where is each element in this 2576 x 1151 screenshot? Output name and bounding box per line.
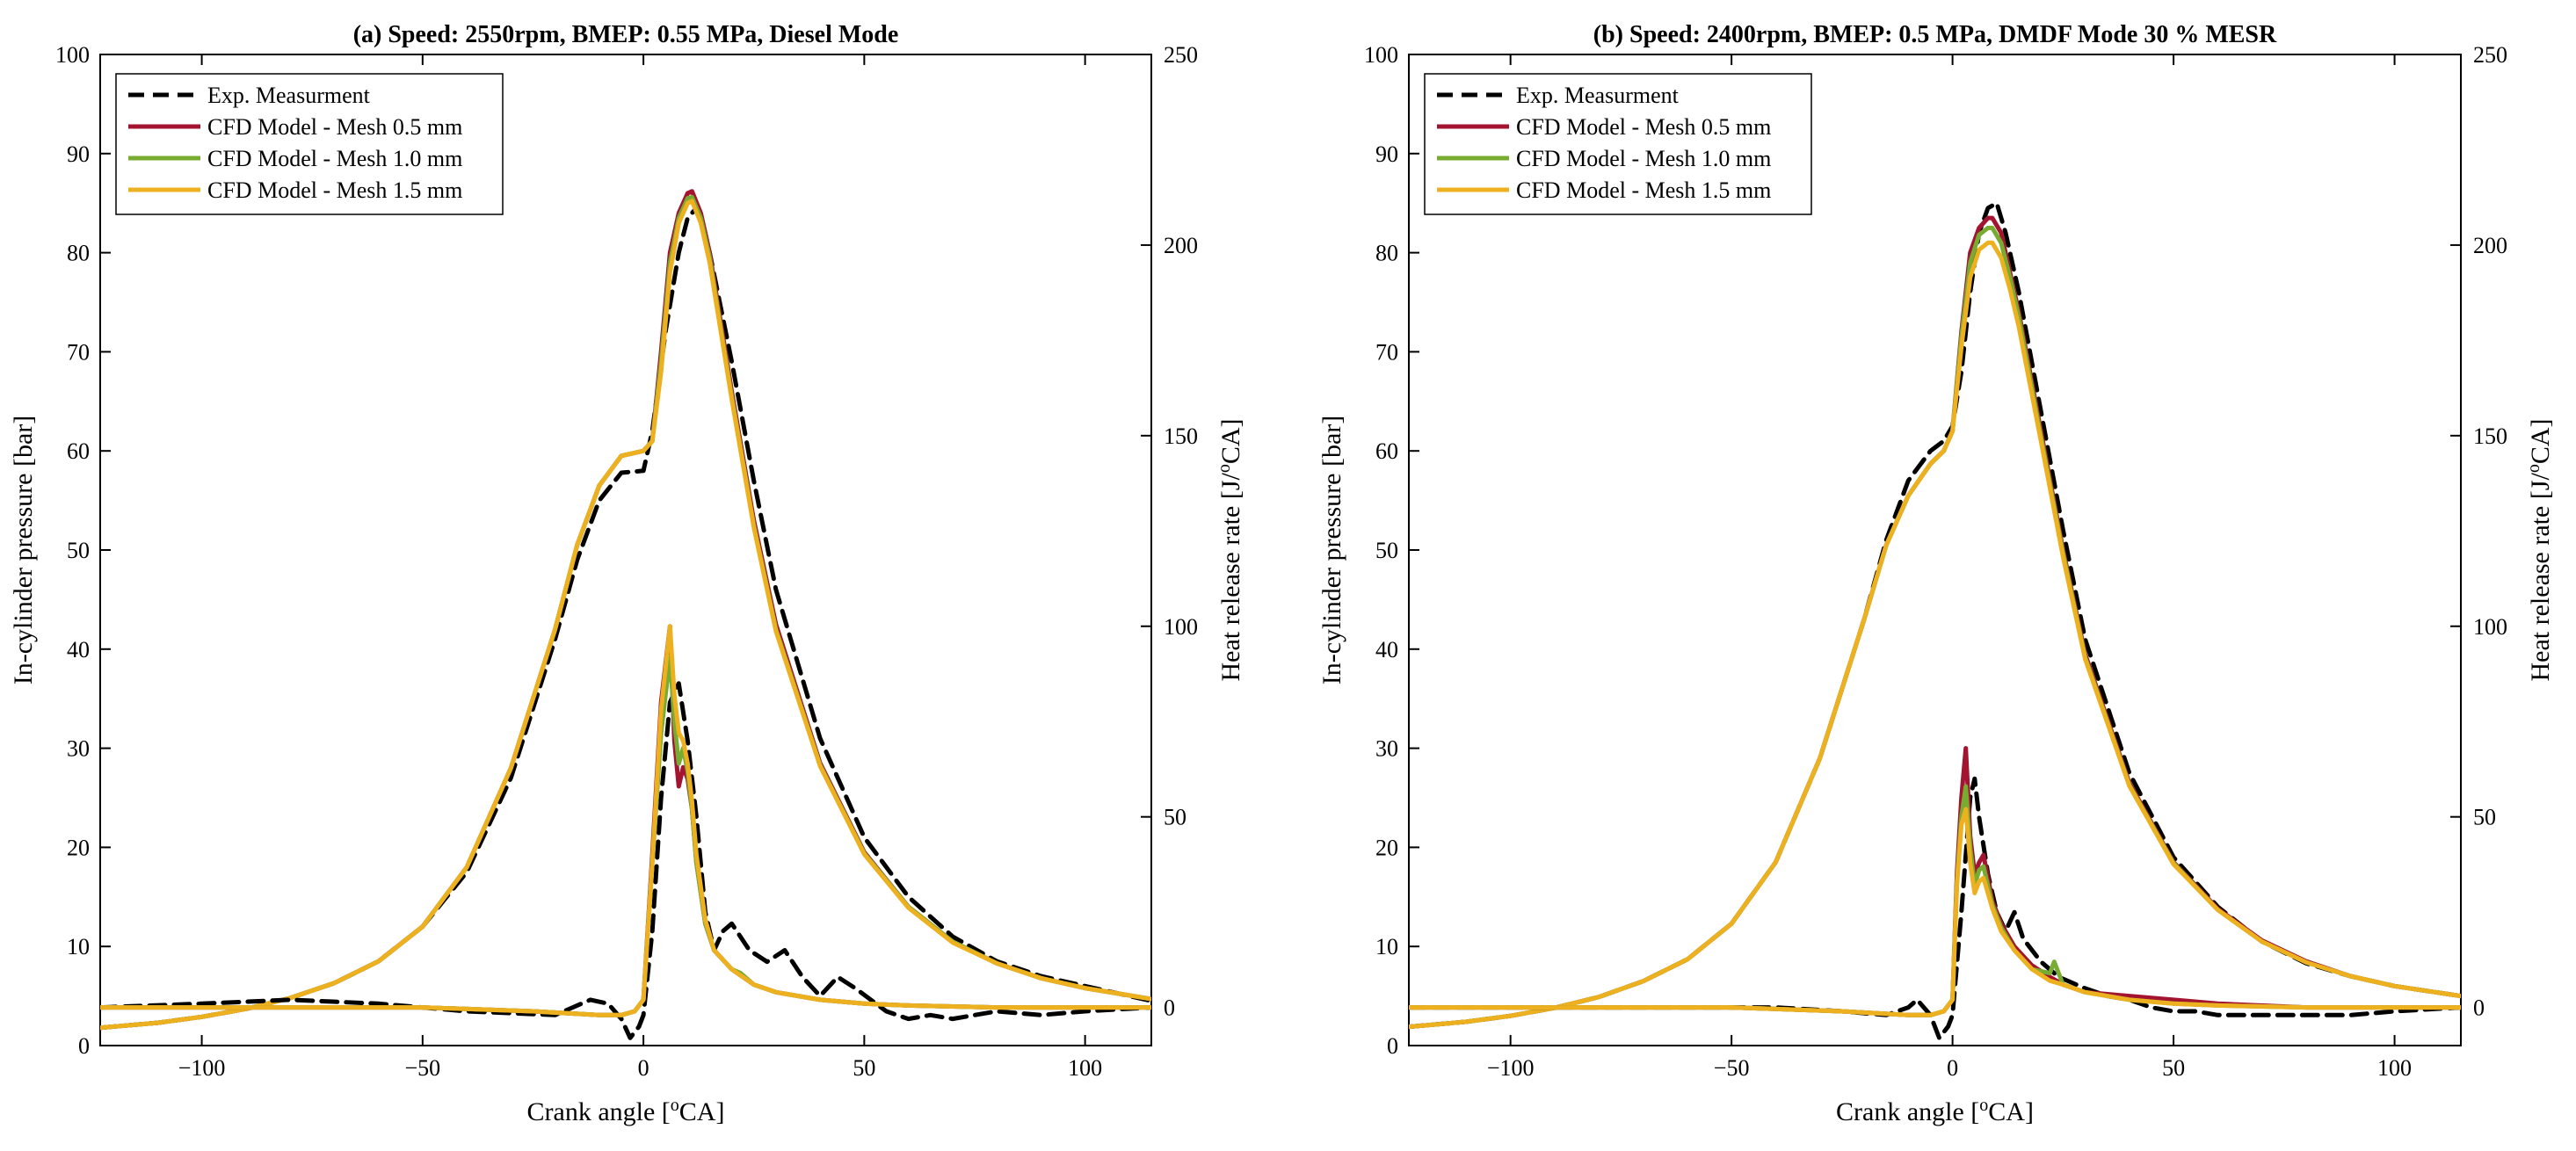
y-left-tick-label: 20 [67,835,90,860]
y-right-tick-label: 200 [2473,233,2507,258]
x-tick-label: −100 [178,1055,226,1081]
y-right-tick-label: 50 [2473,805,2496,830]
x-tick-label: 50 [2162,1055,2185,1081]
y-left-tick-label: 60 [67,438,90,464]
y-left-tick-label: 100 [1364,42,1398,68]
y-left-axis-label: In-cylinder pressure [bar] [9,416,38,685]
y-right-tick-label: 150 [1164,423,1198,449]
series-line-right-6 [1409,784,2461,1017]
y-left-tick-label: 20 [1375,835,1398,860]
series-line-right-5 [1409,746,2461,1017]
series-line-left-2 [1409,225,2461,1030]
y-right-tick-label: 0 [1164,995,1175,1021]
y-right-tick-label: 200 [1164,233,1198,258]
y-left-tick-label: 0 [1387,1033,1398,1059]
series-line-left-0 [1409,200,2461,1030]
y-left-tick-label: 90 [1375,141,1398,167]
series-line-right-4 [100,681,1151,1040]
y-left-tick-label: 30 [67,736,90,762]
series-line-left-1 [100,189,1151,1031]
x-tick-label: −50 [405,1055,441,1081]
y-left-tick-label: 70 [67,339,90,365]
series-line-left-1 [1409,215,2461,1030]
y-right-tick-label: 250 [1164,42,1198,68]
series-line-left-3 [100,199,1151,1031]
legend: Exp. Measurment CFD Model - Mesh 0.5 mm CF… [1424,73,1812,215]
y-right-tick-label: 150 [2473,423,2507,449]
y-left-tick-label: 60 [1375,438,1398,464]
y-left-tick-label: 70 [1375,339,1398,365]
series-group [100,189,1151,1040]
x-tick-label: 0 [638,1055,649,1081]
x-tick-label: 50 [853,1055,875,1081]
chart-title: (b) Speed: 2400rpm, BMEP: 0.5 MPa, DMDF … [1593,21,2277,48]
series-line-right-7 [100,624,1151,1017]
legend-label: Exp. Measurment [1516,83,1680,108]
y-left-tick-label: 80 [67,241,90,266]
y-left-tick-label: 0 [78,1033,90,1059]
y-left-tick-label: 30 [1375,736,1398,762]
y-right-tick-label: 250 [2473,42,2507,68]
y-left-tick-label: 40 [1375,637,1398,662]
y-right-axis-label: Heat release rate [J/oCA] [2524,418,2555,681]
legend-label: CFD Model - Mesh 1.5 mm [1516,177,1771,203]
series-line-right-7 [1409,807,2461,1017]
y-right-tick-label: 0 [2473,995,2485,1021]
y-right-tick-label: 50 [1164,805,1186,830]
y-left-tick-label: 80 [1375,241,1398,266]
y-left-tick-label: 50 [67,538,90,563]
series-line-left-2 [100,194,1151,1031]
legend: Exp. Measurment CFD Model - Mesh 0.5 mm CF… [115,73,504,215]
series-group [1409,200,2461,1040]
y-left-tick-label: 90 [67,141,90,167]
y-left-tick-label: 100 [55,42,90,68]
y-left-tick-label: 40 [67,637,90,662]
x-tick-label: 100 [2377,1055,2412,1081]
legend-label: CFD Model - Mesh 1.5 mm [207,177,462,203]
series-line-right-5 [100,624,1151,1017]
x-tick-label: 0 [1947,1055,1958,1081]
legend-label: CFD Model - Mesh 0.5 mm [1516,114,1771,140]
chart-panel-a: (a) Speed: 2550rpm, BMEP: 0.55 MPa, Dies… [9,21,1245,1126]
y-left-tick-label: 10 [67,934,90,959]
series-line-right-4 [1409,776,2461,1040]
legend-label: CFD Model - Mesh 0.5 mm [207,114,462,140]
y-left-tick-label: 50 [1375,538,1398,563]
y-right-axis-label: Heat release rate [J/oCA] [1215,418,1245,681]
x-axis-label: Crank angle [oCA] [527,1096,725,1126]
x-tick-label: 100 [1068,1055,1102,1081]
chart-panel-b: (b) Speed: 2400rpm, BMEP: 0.5 MPa, DMDF … [1317,21,2555,1126]
legend-label: Exp. Measurment [207,83,371,108]
legend-label: CFD Model - Mesh 1.0 mm [207,146,462,171]
y-right-tick-label: 100 [1164,614,1198,640]
x-axis-label: Crank angle [oCA] [1836,1096,2034,1126]
chart-title: (a) Speed: 2550rpm, BMEP: 0.55 MPa, Dies… [353,21,899,48]
y-right-tick-label: 100 [2473,614,2507,640]
y-left-axis-label: In-cylinder pressure [bar] [1317,416,1346,685]
series-line-left-0 [100,206,1151,1031]
x-tick-label: −50 [1714,1055,1750,1081]
series-line-left-3 [1409,240,2461,1030]
x-tick-label: −100 [1487,1055,1535,1081]
legend-label: CFD Model - Mesh 1.0 mm [1516,146,1771,171]
y-left-tick-label: 10 [1375,934,1398,959]
